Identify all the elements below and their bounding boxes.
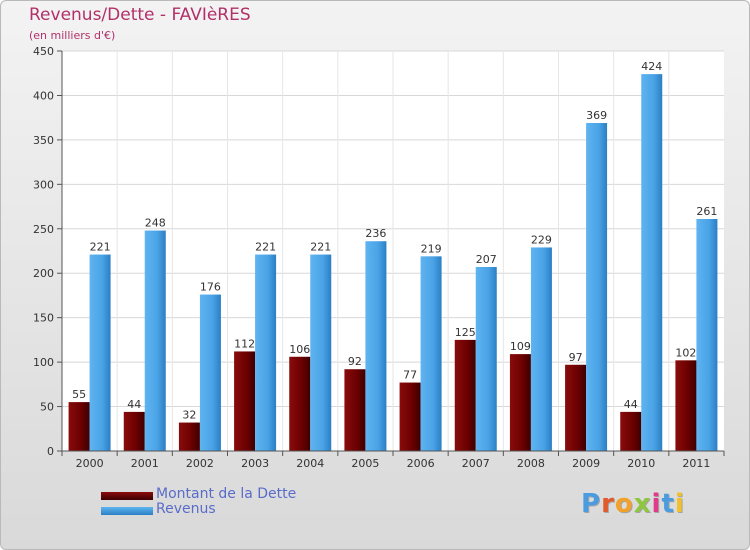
grid-lines — [61, 50, 724, 452]
value-label-revenue: 236 — [365, 227, 386, 240]
logo-letter: r — [601, 489, 615, 519]
value-label-revenue: 261 — [696, 205, 717, 218]
logo-letter: P — [581, 489, 602, 519]
logo-letter: x — [633, 489, 652, 519]
bar-revenue — [530, 247, 552, 451]
bar-debt — [234, 351, 256, 451]
value-label-revenue: 176 — [200, 281, 221, 294]
value-label-revenue: 424 — [641, 60, 662, 73]
bar-debt — [675, 360, 697, 451]
x-tick-label: 2008 — [517, 457, 545, 470]
legend-label-revenue: Revenus — [156, 501, 216, 517]
y-tick-label: 450 — [33, 45, 54, 58]
value-label-debt: 112 — [234, 337, 255, 350]
bar-debt — [620, 411, 642, 451]
x-tick-label: 2000 — [76, 457, 104, 470]
value-label-revenue: 229 — [531, 233, 552, 246]
value-label-revenue: 221 — [310, 241, 331, 254]
bar-debt — [509, 354, 531, 451]
bar-revenue — [586, 123, 608, 451]
bar-debt — [289, 356, 311, 451]
value-label-debt: 106 — [289, 343, 310, 356]
x-tick-label: 2010 — [627, 457, 655, 470]
logo-letter: i — [651, 489, 662, 519]
value-label-revenue: 369 — [586, 109, 607, 122]
bar-revenue — [199, 294, 221, 451]
x-tick-label: 2003 — [241, 457, 269, 470]
value-label-debt: 109 — [510, 340, 531, 353]
x-tick-label: 2001 — [131, 457, 159, 470]
y-tick-label: 150 — [33, 312, 54, 325]
bar-revenue — [255, 254, 277, 451]
bar-revenue — [696, 219, 718, 451]
legend-label-debt: Montant de la Dette — [156, 486, 297, 502]
logo-letter: i — [674, 489, 685, 519]
bar-revenue — [310, 254, 332, 451]
value-label-debt: 102 — [675, 346, 696, 359]
bar-debt — [565, 364, 587, 451]
value-label-debt: 44 — [624, 398, 638, 411]
legend-swatch-revenue — [101, 507, 153, 515]
logo-letter: t — [661, 489, 675, 519]
value-label-revenue: 221 — [90, 241, 111, 254]
value-label-revenue: 221 — [255, 241, 276, 254]
y-tick-label: 400 — [33, 89, 54, 102]
bar-debt — [123, 411, 145, 451]
y-tick-label: 200 — [33, 267, 54, 280]
bar-debt — [454, 339, 476, 451]
bar-revenue — [641, 74, 663, 451]
logo-letter: o — [614, 489, 634, 519]
bar-debt — [399, 382, 421, 451]
y-tick-label: 250 — [33, 223, 54, 236]
x-tick-label: 2005 — [351, 457, 379, 470]
bar-debt — [344, 369, 366, 451]
y-tick-label: 50 — [40, 401, 54, 414]
x-tick-label: 2007 — [462, 457, 490, 470]
bar-revenue — [89, 254, 111, 451]
y-tick-label: 300 — [33, 178, 54, 191]
bar-revenue — [144, 230, 166, 451]
y-tick-label: 0 — [47, 445, 54, 458]
y-tick-label: 100 — [33, 356, 54, 369]
x-tick-label: 2011 — [682, 457, 710, 470]
value-labels: 55 221 44 248 32 176 112 221 106 221 92 236 77 219 125… — [72, 60, 717, 421]
value-label-revenue: 219 — [421, 242, 442, 255]
bar-revenue — [365, 241, 387, 451]
value-label-debt: 44 — [127, 398, 141, 411]
y-tick-label: 350 — [33, 134, 54, 147]
bar-revenue — [475, 267, 497, 451]
legend-swatch-debt — [101, 492, 153, 500]
value-label-debt: 77 — [403, 369, 417, 382]
bars-group — [68, 74, 718, 451]
x-tick-label: 2006 — [407, 457, 435, 470]
value-label-revenue: 248 — [145, 217, 166, 230]
bar-debt — [178, 422, 200, 451]
value-label-debt: 32 — [182, 409, 196, 422]
chart-subtitle: (en milliers d'€) — [29, 29, 116, 42]
x-tick-label: 2002 — [186, 457, 214, 470]
value-label-debt: 55 — [72, 388, 86, 401]
value-label-revenue: 207 — [476, 253, 497, 266]
value-label-debt: 97 — [569, 351, 583, 364]
bar-debt — [68, 402, 90, 451]
x-tick-label: 2009 — [572, 457, 600, 470]
value-label-debt: 92 — [348, 355, 362, 368]
bar-revenue — [420, 256, 442, 451]
proxiti-logo: Proxiti — [581, 489, 691, 525]
x-tick-label: 2004 — [296, 457, 324, 470]
value-label-debt: 125 — [455, 326, 476, 339]
axes: 0 50 100 150 200 250 300 350 400 450 2000 2001 2002 2… — [33, 45, 725, 470]
chart-title: Revenus/Dette - FAVIèRES — [29, 5, 251, 25]
